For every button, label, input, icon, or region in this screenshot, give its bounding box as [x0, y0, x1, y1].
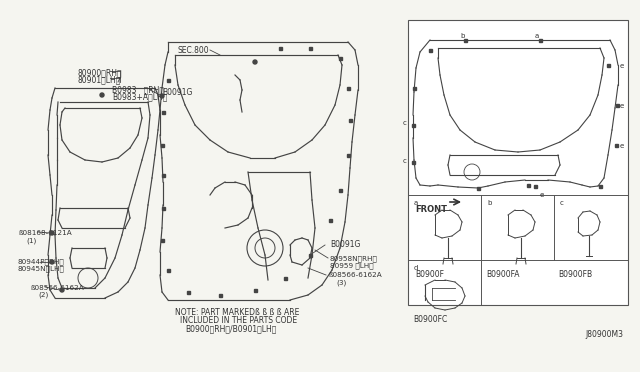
Bar	[534, 185, 536, 187]
Text: d: d	[414, 265, 419, 271]
Text: b: b	[487, 200, 492, 206]
Bar	[408, 20, 628, 305]
Text: c: c	[403, 120, 407, 126]
Bar	[166, 78, 170, 81]
Text: NOTE: PART MARKEDß ß ß ß ARE: NOTE: PART MARKEDß ß ß ß ARE	[175, 308, 300, 317]
Bar	[218, 294, 221, 296]
Bar	[339, 57, 342, 60]
Bar	[253, 289, 257, 292]
Bar	[161, 173, 164, 176]
Circle shape	[100, 93, 104, 97]
Text: e: e	[620, 63, 624, 69]
Text: B0900FA: B0900FA	[486, 270, 520, 279]
Text: a: a	[414, 200, 419, 206]
Text: 80959 〈LH〉: 80959 〈LH〉	[330, 262, 374, 269]
Bar	[278, 46, 282, 49]
Bar	[161, 110, 164, 113]
Bar	[308, 46, 312, 49]
Bar	[349, 119, 351, 122]
Text: B0091G: B0091G	[162, 88, 193, 97]
Text: ß08566-6162A: ß08566-6162A	[30, 285, 84, 291]
Bar	[429, 48, 431, 51]
Text: e: e	[620, 143, 624, 149]
Text: ß08566-6162A: ß08566-6162A	[328, 272, 381, 278]
Text: INCLUDED IN THE PARTS CODE: INCLUDED IN THE PARTS CODE	[180, 316, 297, 325]
Bar	[527, 183, 529, 186]
Text: B0900FB: B0900FB	[558, 270, 592, 279]
Text: b: b	[460, 33, 465, 39]
Text: (2): (2)	[38, 292, 48, 298]
Circle shape	[160, 94, 164, 98]
Bar	[161, 206, 164, 209]
Bar	[328, 218, 332, 221]
Circle shape	[253, 60, 257, 64]
Bar	[538, 38, 541, 42]
Circle shape	[50, 231, 54, 235]
Text: B0900F: B0900F	[415, 270, 445, 279]
Text: 80945N〈LH〉: 80945N〈LH〉	[18, 265, 65, 272]
Bar	[477, 186, 479, 189]
Bar	[616, 103, 618, 106]
Text: e: e	[620, 103, 624, 109]
Text: a: a	[535, 33, 540, 39]
Text: (1): (1)	[26, 237, 36, 244]
Bar	[463, 38, 467, 42]
Text: 80900〈RH〉: 80900〈RH〉	[78, 68, 123, 77]
Bar	[284, 276, 287, 279]
Text: B0983   〈RH〉: B0983 〈RH〉	[112, 85, 164, 94]
Bar	[161, 144, 163, 147]
Text: 80901〈LH〉: 80901〈LH〉	[78, 75, 122, 84]
Text: FRONT: FRONT	[415, 205, 447, 214]
Bar	[598, 185, 602, 187]
Bar	[412, 160, 415, 164]
Text: 80958N〈RH〉: 80958N〈RH〉	[330, 255, 378, 262]
Bar	[339, 189, 342, 192]
Text: e: e	[540, 192, 544, 198]
Bar	[607, 64, 609, 67]
Bar	[346, 87, 349, 90]
Bar	[186, 291, 189, 294]
Text: B0900FC: B0900FC	[413, 315, 447, 324]
Text: B0983+A〈LH〉: B0983+A〈LH〉	[112, 92, 168, 101]
Text: J80900M3: J80900M3	[585, 330, 623, 339]
Bar	[413, 87, 415, 90]
Text: ß08168-6121A: ß08168-6121A	[18, 230, 72, 236]
Bar	[412, 124, 415, 126]
Text: c: c	[560, 200, 564, 206]
Bar	[614, 144, 618, 147]
Text: B0900〈RH〉/B0901〈LH〉: B0900〈RH〉/B0901〈LH〉	[185, 324, 276, 333]
Text: B0091G: B0091G	[330, 240, 360, 249]
Bar	[308, 253, 312, 257]
Circle shape	[60, 288, 64, 292]
Bar	[166, 269, 170, 272]
Text: (3): (3)	[336, 279, 346, 285]
Bar	[161, 238, 163, 241]
Circle shape	[50, 260, 54, 264]
Text: 80944P〈RH〉: 80944P〈RH〉	[18, 258, 65, 264]
Text: SEC.800: SEC.800	[178, 46, 210, 55]
Bar	[346, 154, 349, 157]
Text: c: c	[403, 158, 407, 164]
